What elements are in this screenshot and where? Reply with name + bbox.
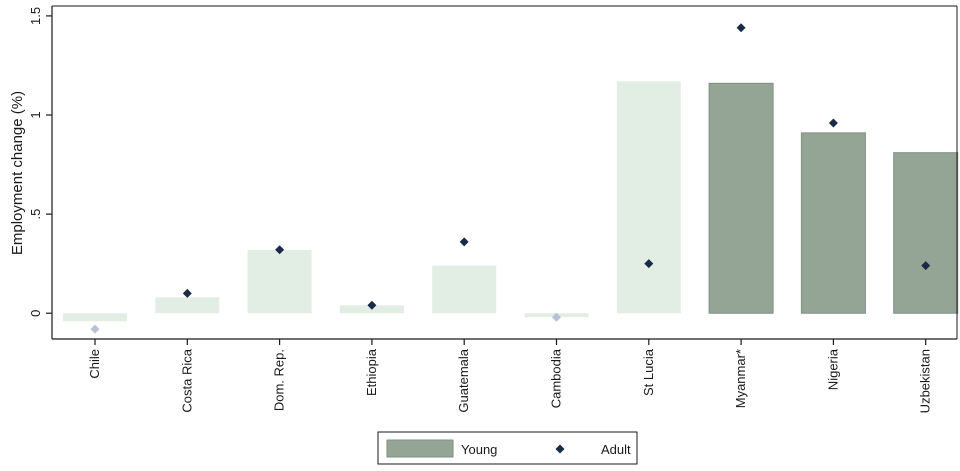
- y-tick-label: 1.5: [28, 7, 43, 25]
- y-ticks: 0 .5 1 1.5: [28, 7, 52, 317]
- adult-markers: [90, 23, 931, 334]
- young-bars: [63, 81, 959, 322]
- x-tick-label: St Lucia: [641, 348, 656, 396]
- young-bar-myanmar: [708, 82, 774, 314]
- x-tick-label: Dom. Rep.: [272, 349, 287, 411]
- x-tick-label: Chile: [87, 349, 102, 379]
- young-bar-chile: [63, 313, 127, 322]
- legend-young-label: Young: [461, 442, 497, 457]
- adult-marker-guatemala: [459, 237, 469, 247]
- axes: [51, 5, 958, 340]
- young-bar-guatemala: [432, 265, 497, 314]
- x-tick-label: Cambodia: [549, 348, 564, 408]
- x-tick-label: Uzbekistan: [918, 349, 933, 413]
- legend-adult-marker: [555, 444, 565, 454]
- adult-marker-dom-rep: [275, 245, 285, 255]
- x-tick-label: Ethiopia: [364, 348, 379, 396]
- legend-young-swatch: [386, 439, 454, 458]
- y-tick-label: 0: [28, 310, 43, 317]
- young-bar-nigeria: [800, 132, 866, 314]
- x-tick-label: Guatemala: [456, 348, 471, 412]
- adult-marker-myanmar: [736, 23, 746, 33]
- young-bar-costa-rica: [155, 297, 220, 314]
- y-axis-label: Employment change (%): [9, 91, 26, 255]
- young-bar-uzbekistan: [893, 152, 959, 314]
- y-tick-label: 1: [28, 111, 43, 118]
- legend-adult-label: Adult: [601, 442, 631, 457]
- y-tick-label: .5: [28, 209, 43, 220]
- young-bar-dom-rep: [247, 249, 312, 314]
- adult-marker-chile: [90, 324, 100, 334]
- x-ticks: Chile Costa Rica Dom. Rep. Ethiopia Guatemal…: [87, 339, 933, 413]
- x-tick-label: Nigeria: [825, 348, 840, 390]
- young-bar-st-lucia: [616, 81, 681, 314]
- x-tick-label: Costa Rica: [179, 348, 194, 412]
- adult-marker-uzbekistan: [921, 261, 931, 271]
- legend: Young Adult: [377, 431, 638, 465]
- adult-marker-st-lucia: [644, 259, 654, 269]
- adult-marker-cambodia: [552, 312, 561, 322]
- x-tick-label: Myanmar*: [733, 349, 748, 408]
- adult-marker-ethiopia: [367, 300, 377, 310]
- adult-marker-costa-rica: [182, 288, 192, 298]
- adult-marker-nigeria: [828, 118, 838, 128]
